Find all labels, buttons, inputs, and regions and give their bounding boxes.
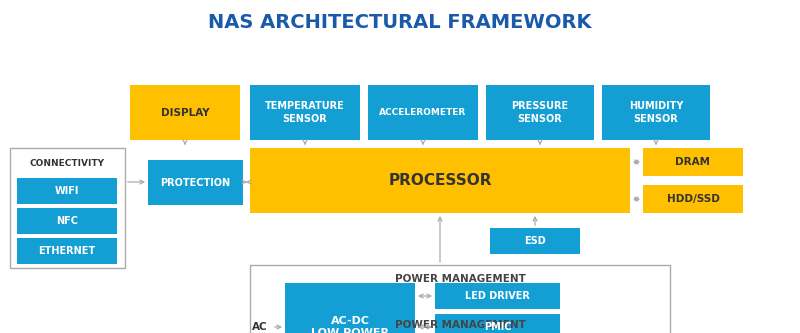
FancyBboxPatch shape [368, 85, 478, 140]
FancyBboxPatch shape [250, 265, 670, 333]
FancyBboxPatch shape [130, 85, 240, 140]
Text: NAS ARCHITECTURAL FRAMEWORK: NAS ARCHITECTURAL FRAMEWORK [208, 13, 592, 32]
Text: ACCELEROMETER: ACCELEROMETER [379, 108, 466, 117]
FancyBboxPatch shape [17, 208, 117, 234]
FancyBboxPatch shape [10, 148, 125, 268]
FancyBboxPatch shape [250, 148, 630, 213]
Text: POWER MANAGEMENT: POWER MANAGEMENT [394, 320, 526, 330]
Text: WIFI: WIFI [55, 186, 79, 196]
FancyBboxPatch shape [643, 148, 743, 176]
Text: PMIC: PMIC [484, 322, 511, 332]
Text: NFC: NFC [56, 216, 78, 226]
FancyBboxPatch shape [148, 160, 243, 205]
Text: DISPLAY: DISPLAY [161, 108, 210, 118]
FancyBboxPatch shape [435, 314, 560, 333]
Text: HDD/SSD: HDD/SSD [666, 194, 719, 204]
Text: LED DRIVER: LED DRIVER [465, 291, 530, 301]
FancyBboxPatch shape [643, 185, 743, 213]
Text: TEMPERATURE
SENSOR: TEMPERATURE SENSOR [265, 101, 345, 124]
FancyBboxPatch shape [490, 228, 580, 254]
Text: PROTECTION: PROTECTION [161, 177, 230, 187]
Text: ETHERNET: ETHERNET [38, 246, 95, 256]
FancyBboxPatch shape [602, 85, 710, 140]
FancyBboxPatch shape [17, 238, 117, 264]
Text: PRESSURE
SENSOR: PRESSURE SENSOR [511, 101, 569, 124]
FancyBboxPatch shape [435, 283, 560, 309]
Text: POWER MANAGEMENT: POWER MANAGEMENT [394, 274, 526, 284]
FancyBboxPatch shape [285, 283, 415, 333]
Text: HUMIDITY
SENSOR: HUMIDITY SENSOR [629, 101, 683, 124]
Text: CONNECTIVITY: CONNECTIVITY [30, 159, 105, 167]
Text: ESD: ESD [524, 236, 546, 246]
Text: DRAM: DRAM [675, 157, 710, 167]
Text: AC-DC
LOW POWER: AC-DC LOW POWER [311, 316, 389, 333]
Text: PROCESSOR: PROCESSOR [388, 173, 492, 188]
FancyBboxPatch shape [250, 85, 360, 140]
FancyBboxPatch shape [486, 85, 594, 140]
Text: AC: AC [252, 322, 268, 332]
FancyBboxPatch shape [17, 178, 117, 204]
